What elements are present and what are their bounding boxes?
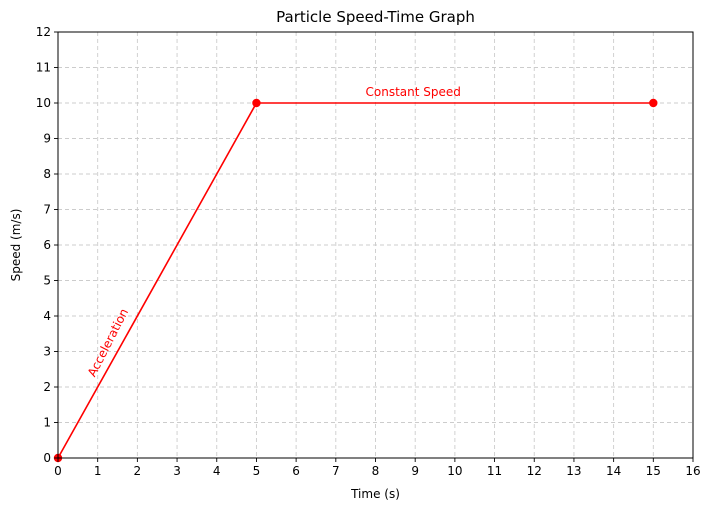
x-tick-label: 3	[173, 464, 181, 478]
y-tick-label: 1	[43, 416, 51, 430]
y-tick-label: 10	[36, 96, 51, 110]
x-tick-label: 1	[94, 464, 102, 478]
x-axis-ticks: 0 1 2 3 4 5 6 7 8 9 10 11 12 13 14 15 16	[54, 458, 701, 478]
x-tick-label: 14	[606, 464, 621, 478]
y-tick-label: 11	[36, 61, 51, 75]
data-point	[649, 98, 658, 108]
x-tick-label: 7	[332, 464, 340, 478]
annotation-label: Constant Speed	[366, 85, 461, 99]
y-tick-label: 9	[43, 132, 51, 146]
y-tick-label: 2	[43, 380, 51, 394]
y-tick-label: 6	[43, 238, 51, 252]
x-tick-label: 9	[411, 464, 419, 478]
x-tick-label: 10	[447, 464, 462, 478]
x-tick-label: 12	[527, 464, 542, 478]
x-tick-label: 16	[685, 464, 700, 478]
y-tick-label: 0	[43, 451, 51, 465]
y-tick-label: 8	[43, 167, 51, 181]
x-tick-label: 4	[213, 464, 221, 478]
x-tick-label: 15	[646, 464, 661, 478]
y-tick-label: 5	[43, 274, 51, 288]
x-tick-label: 5	[253, 464, 261, 478]
x-tick-label: 2	[134, 464, 142, 478]
y-tick-label: 3	[43, 345, 51, 359]
data-point	[252, 98, 261, 108]
chart-title: Particle Speed-Time Graph	[276, 8, 475, 26]
series-layer	[53, 98, 658, 463]
x-tick-label: 8	[372, 464, 380, 478]
x-axis-label: Time (s)	[350, 487, 400, 501]
x-tick-label: 11	[487, 464, 502, 478]
x-tick-label: 13	[566, 464, 581, 478]
y-tick-label: 4	[43, 309, 51, 323]
y-tick-label: 12	[36, 25, 51, 39]
x-tick-label: 0	[54, 464, 62, 478]
y-tick-label: 7	[43, 203, 51, 217]
x-tick-label: 6	[292, 464, 300, 478]
y-axis-label: Speed (m/s)	[9, 209, 23, 282]
